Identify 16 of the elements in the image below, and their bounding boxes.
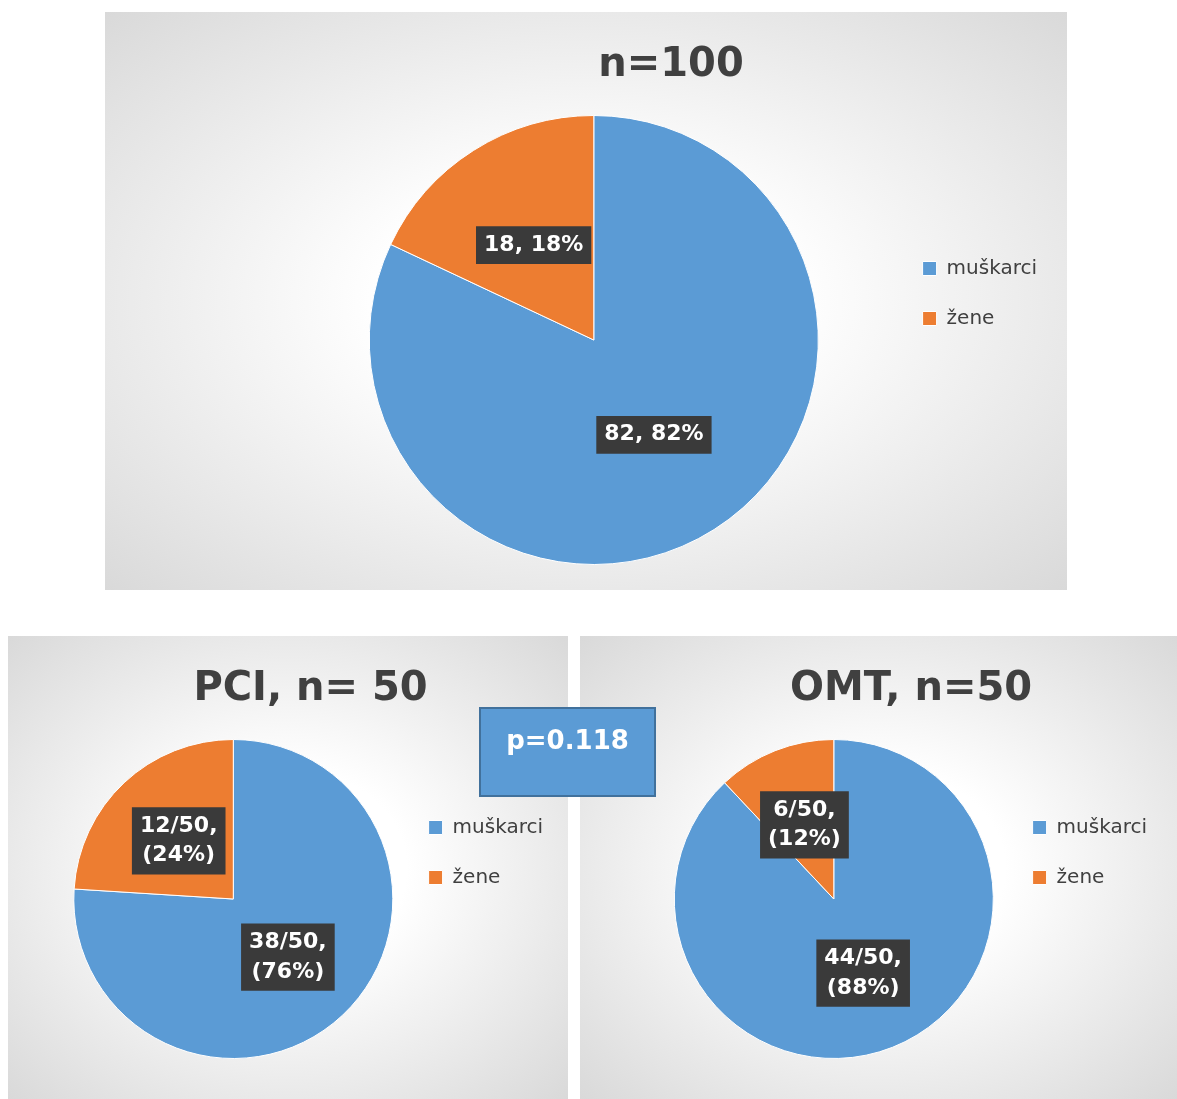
data-label: 82, 82% [604,420,704,446]
chart-title: OMT, n=50 [789,663,1033,710]
legend-label: žene [1056,863,1105,888]
chart-title: PCI, n= 50 [193,663,428,710]
legend-label: muškarci [1056,813,1148,838]
chart-title: n=100 [598,39,744,86]
data-label: 12/50, (24%) [139,811,218,867]
text: p=0.118 [479,707,656,797]
legend-label: muškarci [946,254,1038,279]
data-label: 18, 18% [484,230,584,256]
legend-label: žene [452,863,501,888]
data-label: 6/50, (12%) [768,795,841,851]
data-label: 38/50, (76%) [249,928,327,983]
legend-label: žene [946,304,995,329]
data-label: 44/50, (88%) [824,944,902,999]
legend-label: muškarci [452,813,544,838]
